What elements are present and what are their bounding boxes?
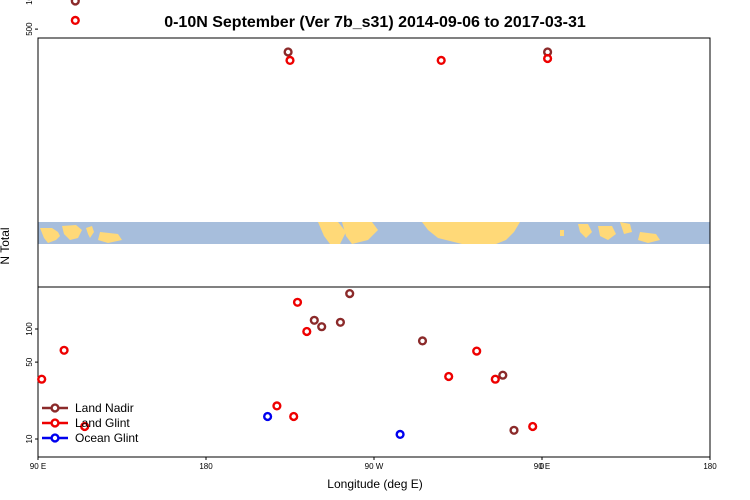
- map-land-sumatra: [40, 228, 60, 243]
- x-tick-label: 180: [199, 462, 213, 471]
- plot-frame: [37, 37, 711, 458]
- point-land-nadir: [345, 289, 355, 299]
- point-land-glint: [528, 421, 538, 432]
- point-land-glint: [436, 55, 446, 66]
- point-land-glint: [542, 53, 553, 64]
- point-land-glint: [59, 345, 69, 355]
- y-tick-label: 10: [25, 434, 34, 443]
- y-tick-label: 1000: [25, 0, 34, 5]
- x-axis: 90 E 180 90 W 090 E 180: [30, 457, 717, 471]
- point-land-nadir: [509, 425, 519, 435]
- y-tick-label: 100: [25, 322, 34, 336]
- point-land-glint: [285, 55, 295, 66]
- map-land-philippines: [620, 222, 632, 234]
- map-land-panama: [318, 222, 346, 244]
- x-axis-label: Longitude (deg E): [327, 477, 422, 491]
- x-tick-label: 0: [540, 462, 545, 471]
- point-land-glint: [80, 421, 90, 432]
- data-points: [37, 0, 553, 440]
- x-tick-label: 90 W: [365, 462, 384, 471]
- point-land-glint: [37, 374, 47, 384]
- point-land-nadir: [417, 336, 428, 346]
- point-ocean-glint: [263, 411, 273, 422]
- legend-label: Land Nadir: [75, 401, 134, 415]
- legend-marker: [50, 433, 60, 443]
- y-tick-label: 50: [25, 357, 34, 366]
- point-land-nadir: [283, 47, 293, 57]
- map-land-southamerica: [342, 222, 378, 244]
- world-map: [38, 222, 710, 244]
- x-tick-label: 90 E: [30, 462, 46, 471]
- legend-label: Land Glint: [75, 416, 130, 430]
- point-land-nadir: [335, 317, 346, 327]
- map-land: [40, 222, 660, 244]
- map-land-newguinea: [98, 232, 122, 243]
- point-land-nadir: [309, 315, 319, 325]
- legend-marker: [50, 418, 60, 428]
- point-land-glint: [472, 346, 482, 356]
- legend-label: Ocean Glint: [75, 431, 139, 445]
- point-land-glint: [302, 326, 312, 337]
- x-tick-label: 180: [703, 462, 717, 471]
- x-tick-label: 90 E: [534, 462, 550, 471]
- point-land-glint: [292, 297, 303, 307]
- point-land-nadir: [498, 370, 508, 380]
- point-land-glint: [289, 411, 299, 422]
- point-land-nadir: [70, 0, 80, 6]
- legend-marker: [50, 403, 60, 413]
- map-land-africa: [422, 222, 520, 244]
- point-land-glint: [444, 371, 454, 382]
- map-land-malaysia: [578, 224, 592, 238]
- map-land-borneo: [62, 225, 82, 240]
- map-land-borneo-east: [598, 226, 616, 240]
- point-land-glint: [490, 374, 500, 384]
- point-ocean-glint: [395, 429, 405, 440]
- map-land-sulawesi: [86, 226, 94, 238]
- point-land-nadir: [317, 322, 327, 332]
- y-tick-label: 500: [25, 22, 34, 36]
- chart-title: 0-10N September (Ver 7b_s31) 2014-09-06 …: [164, 14, 586, 31]
- point-land-glint: [272, 401, 282, 411]
- y-axis-label: N Total: [0, 227, 12, 264]
- map-land-srilanka: [560, 230, 564, 236]
- map-land-newguinea-east: [638, 232, 660, 243]
- y-axis: 10501005001000500010000: [25, 0, 38, 443]
- point-land-glint: [70, 15, 80, 26]
